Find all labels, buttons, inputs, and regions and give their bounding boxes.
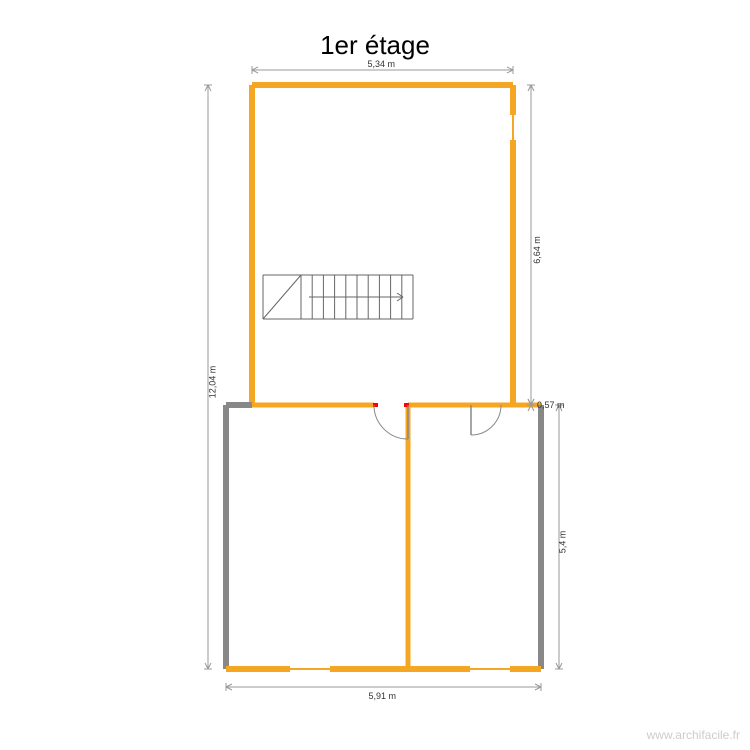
dimension-label: 5,34 m bbox=[368, 59, 396, 69]
floorplan-svg bbox=[0, 0, 750, 750]
dimension-label: 5,91 m bbox=[369, 691, 397, 701]
dimension-label: 12,04 m bbox=[207, 366, 217, 399]
dimension-label: 5,4 m bbox=[557, 531, 567, 554]
dimension-label: 6,64 m bbox=[532, 236, 542, 264]
watermark: www.archifacile.fr bbox=[647, 728, 740, 742]
dimension-label: 0,57 m bbox=[537, 400, 565, 410]
